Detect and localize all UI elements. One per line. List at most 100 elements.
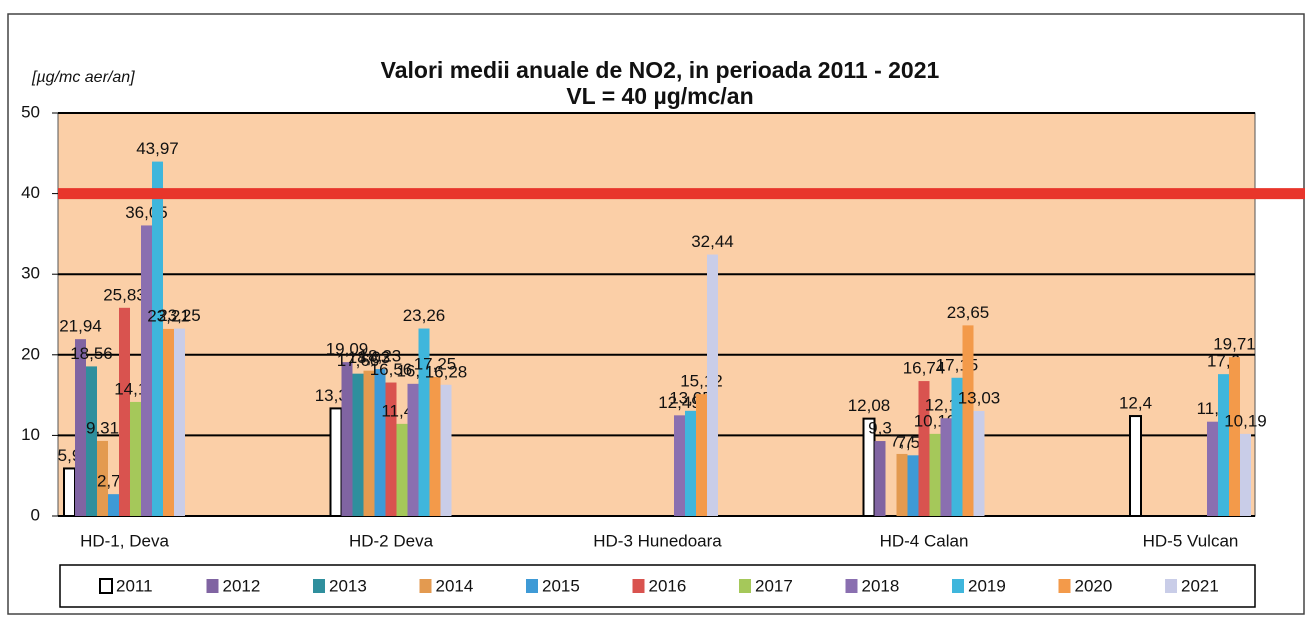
value-label: 19,71	[1213, 335, 1256, 354]
bar	[174, 328, 185, 516]
value-label: 13,03	[958, 388, 1001, 407]
legend-swatch	[206, 579, 219, 593]
bar	[130, 401, 141, 516]
bar	[329, 407, 343, 517]
chart-subtitle: VL = 40 µg/mc/an	[566, 83, 753, 109]
bar	[707, 254, 718, 516]
bar	[973, 410, 985, 516]
legend-swatch	[845, 579, 858, 593]
legend-swatch	[1165, 579, 1177, 593]
value-label: 23,21	[147, 306, 190, 325]
bar	[163, 328, 174, 516]
legend-label: 2013	[329, 576, 367, 595]
bar	[119, 307, 130, 516]
bar	[341, 362, 353, 516]
bar	[685, 410, 696, 516]
bar	[1218, 374, 1229, 516]
legend-swatch	[952, 579, 964, 593]
bar	[951, 377, 963, 516]
y-tick-label: 40	[21, 183, 40, 202]
bar	[385, 382, 397, 516]
legend-swatch	[632, 579, 645, 593]
legend-label: 2016	[649, 576, 687, 595]
legend-label: 2020	[1075, 576, 1113, 595]
y-tick-label: 30	[21, 264, 40, 283]
x-tick-label: HD-5 Vulcan	[1143, 531, 1239, 550]
bar	[696, 394, 707, 516]
value-label: 23,65	[947, 303, 990, 322]
value-label: 23,25	[158, 306, 201, 325]
bar	[962, 325, 974, 516]
legend-label: 2014	[436, 576, 474, 595]
x-tick-label: HD-3 Hunedoara	[593, 531, 722, 550]
x-tick-label: HD-4 Calan	[880, 531, 969, 550]
y-tick-label: 20	[21, 344, 40, 363]
value-label: 9,3	[868, 419, 892, 438]
legend-box	[59, 564, 1256, 608]
bar	[108, 494, 119, 516]
bar	[63, 467, 76, 518]
bar	[141, 225, 152, 516]
bar	[152, 161, 163, 516]
bar	[1129, 415, 1142, 517]
value-label: 7,7	[890, 431, 914, 450]
bar	[429, 376, 441, 516]
value-label: 17,66	[337, 351, 380, 370]
y-axis-label: [µg/mc aer/an]	[31, 69, 135, 86]
value-label: 12,49	[658, 393, 701, 412]
legend-label: 2018	[862, 576, 900, 595]
value-label: 17,25	[414, 354, 457, 373]
bar	[907, 455, 919, 516]
bar	[75, 339, 86, 516]
y-tick-label: 0	[31, 505, 40, 524]
legend-swatch	[1058, 579, 1071, 593]
legend-label: 2017	[755, 576, 793, 595]
legend-swatch	[99, 578, 113, 594]
value-label: 18,23	[359, 347, 402, 366]
value-label: 16,28	[425, 362, 468, 381]
value-label: 21,94	[59, 317, 102, 336]
y-tick-label: 10	[21, 425, 40, 444]
bar	[407, 383, 419, 516]
legend-label: 2012	[223, 576, 261, 595]
legend-label: 2015	[542, 576, 580, 595]
legend-swatch	[313, 579, 325, 593]
bar	[86, 366, 97, 516]
value-label: 19,09	[326, 340, 369, 359]
legend-swatch	[526, 579, 538, 593]
legend-label: 2011	[116, 576, 153, 595]
legend-swatch	[739, 579, 751, 593]
bar	[363, 370, 375, 516]
value-label: 9,31	[86, 418, 119, 437]
value-label: 12,4	[1119, 394, 1152, 413]
bar	[418, 328, 430, 516]
bar	[918, 381, 930, 516]
bar	[1207, 421, 1218, 516]
bar	[674, 415, 685, 516]
value-label: 16,56	[370, 360, 413, 379]
value-label: 18,03	[348, 348, 391, 367]
chart-title: Valori medii anuale de NO2, in perioada …	[381, 57, 940, 83]
bar	[396, 423, 408, 516]
value-label: 32,44	[691, 232, 734, 251]
bar	[896, 453, 908, 516]
value-label: 12,08	[848, 396, 891, 415]
bar	[874, 441, 886, 516]
bar	[929, 433, 941, 516]
plot-area	[57, 112, 1256, 517]
x-tick-label: HD-1, Deva	[80, 531, 169, 550]
bar	[374, 369, 386, 516]
value-label: 18,56	[70, 344, 113, 363]
bar	[440, 384, 452, 516]
bar	[940, 418, 952, 516]
value-label: 25,83	[103, 285, 146, 304]
y-tick-label: 50	[21, 102, 40, 121]
value-label: 16,74	[903, 359, 946, 378]
value-label: 23,26	[403, 306, 446, 325]
bar	[1229, 357, 1240, 516]
bar	[1240, 433, 1251, 516]
legend-swatch	[419, 579, 432, 593]
x-tick-label: HD-2 Deva	[349, 531, 434, 550]
value-label: 43,97	[136, 139, 179, 158]
